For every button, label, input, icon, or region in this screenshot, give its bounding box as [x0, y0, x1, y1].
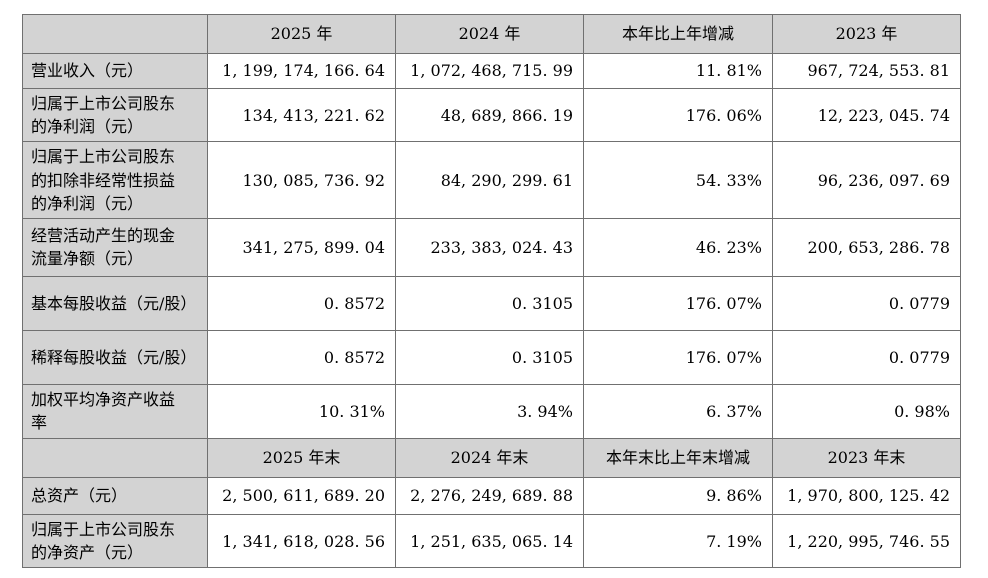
row-net-profit-deducted-yoy: 54. 33% [583, 141, 773, 219]
row-operating-cash-flow-2023: 200, 653, 286. 78 [772, 217, 961, 277]
row-diluted-eps-2025: 0. 8572 [207, 329, 396, 385]
row-basic-eps-2023: 0. 0779 [772, 275, 961, 331]
header-row-annual: 2025 年 2024 年 本年比上年增减 2023 年 [22, 14, 961, 54]
row-net-profit-deducted-2023: 96, 236, 097. 69 [772, 141, 961, 219]
header-yoy-change: 本年比上年增减 [583, 14, 773, 54]
row-net-assets-2023: 1, 220, 995, 746. 55 [772, 513, 961, 569]
row-operating-cash-flow-2025: 341, 275, 899. 04 [207, 217, 396, 277]
row-net-profit-2025: 134, 413, 221. 62 [207, 87, 396, 143]
header-row-period-end: 2025 年末 2024 年末 本年末比上年末增减 2023 年末 [22, 437, 961, 478]
row-net-profit-deducted-2024: 84, 290, 299. 61 [395, 141, 584, 219]
row-weighted-avg-roe-label: 加权平均净资产收益率 [22, 383, 208, 439]
row-basic-eps-2024: 0. 3105 [395, 275, 584, 331]
row-weighted-avg-roe-2024: 3. 94% [395, 383, 584, 439]
row-net-profit: 归属于上市公司股东的净利润（元） 134, 413, 221. 62 48, 6… [22, 87, 961, 143]
row-revenue-yoy: 11. 81% [583, 53, 773, 89]
row-net-profit-2024: 48, 689, 866. 19 [395, 87, 584, 143]
row-net-profit-deducted-2025: 130, 085, 736. 92 [207, 141, 396, 219]
row-revenue-2025: 1, 199, 174, 166. 64 [207, 53, 396, 89]
row-diluted-eps-2023: 0. 0779 [772, 329, 961, 385]
header-2024: 2024 年 [395, 14, 584, 54]
header-2025-end: 2025 年末 [207, 437, 396, 478]
row-total-assets: 总资产（元） 2, 500, 611, 689. 20 2, 276, 249,… [22, 476, 961, 515]
row-basic-eps-2025: 0. 8572 [207, 275, 396, 331]
row-revenue-2023: 967, 724, 553. 81 [772, 53, 961, 89]
row-net-profit-yoy: 176. 06% [583, 87, 773, 143]
row-operating-cash-flow-2024: 233, 383, 024. 43 [395, 217, 584, 277]
row-diluted-eps-2024: 0. 3105 [395, 329, 584, 385]
row-revenue-label: 营业收入（元） [22, 53, 208, 89]
header-end-yoy-change: 本年末比上年末增减 [583, 437, 773, 478]
row-operating-cash-flow-yoy: 46. 23% [583, 217, 773, 277]
header-blank-annual [22, 14, 208, 54]
row-basic-eps-label: 基本每股收益（元/股） [22, 275, 208, 331]
row-diluted-eps: 稀释每股收益（元/股） 0. 8572 0. 3105 176. 07% 0. … [22, 329, 961, 385]
row-weighted-avg-roe-yoy: 6. 37% [583, 383, 773, 439]
row-net-profit-deducted: 归属于上市公司股东的扣除非经常性损益的净利润（元） 130, 085, 736.… [22, 141, 961, 219]
row-net-profit-2023: 12, 223, 045. 74 [772, 87, 961, 143]
row-total-assets-2023: 1, 970, 800, 125. 42 [772, 476, 961, 515]
row-basic-eps: 基本每股收益（元/股） 0. 8572 0. 3105 176. 07% 0. … [22, 275, 961, 331]
header-2024-end: 2024 年末 [395, 437, 584, 478]
row-net-assets-2024: 1, 251, 635, 065. 14 [395, 513, 584, 569]
row-net-assets-2025: 1, 341, 618, 028. 56 [207, 513, 396, 569]
row-net-assets-yoy: 7. 19% [583, 513, 773, 569]
row-weighted-avg-roe-2023: 0. 98% [772, 383, 961, 439]
row-revenue: 营业收入（元） 1, 199, 174, 166. 64 1, 072, 468… [22, 53, 961, 89]
header-2023-end: 2023 年末 [772, 437, 961, 478]
row-total-assets-2024: 2, 276, 249, 689. 88 [395, 476, 584, 515]
row-revenue-2024: 1, 072, 468, 715. 99 [395, 53, 584, 89]
header-blank-period-end [22, 437, 208, 478]
row-diluted-eps-yoy: 176. 07% [583, 329, 773, 385]
header-2023: 2023 年 [772, 14, 961, 54]
row-operating-cash-flow: 经营活动产生的现金流量净额（元） 341, 275, 899. 04 233, … [22, 217, 961, 277]
row-diluted-eps-label: 稀释每股收益（元/股） [22, 329, 208, 385]
row-weighted-avg-roe: 加权平均净资产收益率 10. 31% 3. 94% 6. 37% 0. 98% [22, 383, 961, 439]
row-total-assets-2025: 2, 500, 611, 689. 20 [207, 476, 396, 515]
row-net-profit-label: 归属于上市公司股东的净利润（元） [22, 87, 208, 143]
row-basic-eps-yoy: 176. 07% [583, 275, 773, 331]
key-accounting-data-table: 2025 年 2024 年 本年比上年增减 2023 年 营业收入（元） 1, … [22, 14, 961, 569]
row-total-assets-label: 总资产（元） [22, 476, 208, 515]
row-weighted-avg-roe-2025: 10. 31% [207, 383, 396, 439]
row-net-assets: 归属于上市公司股东的净资产（元） 1, 341, 618, 028. 56 1,… [22, 513, 961, 569]
row-operating-cash-flow-label: 经营活动产生的现金流量净额（元） [22, 217, 208, 277]
row-net-assets-label: 归属于上市公司股东的净资产（元） [22, 513, 208, 569]
row-net-profit-deducted-label: 归属于上市公司股东的扣除非经常性损益的净利润（元） [22, 141, 208, 219]
header-2025: 2025 年 [207, 14, 396, 54]
financial-summary-document: 2025 年 2024 年 本年比上年增减 2023 年 营业收入（元） 1, … [22, 14, 961, 569]
row-total-assets-yoy: 9. 86% [583, 476, 773, 515]
